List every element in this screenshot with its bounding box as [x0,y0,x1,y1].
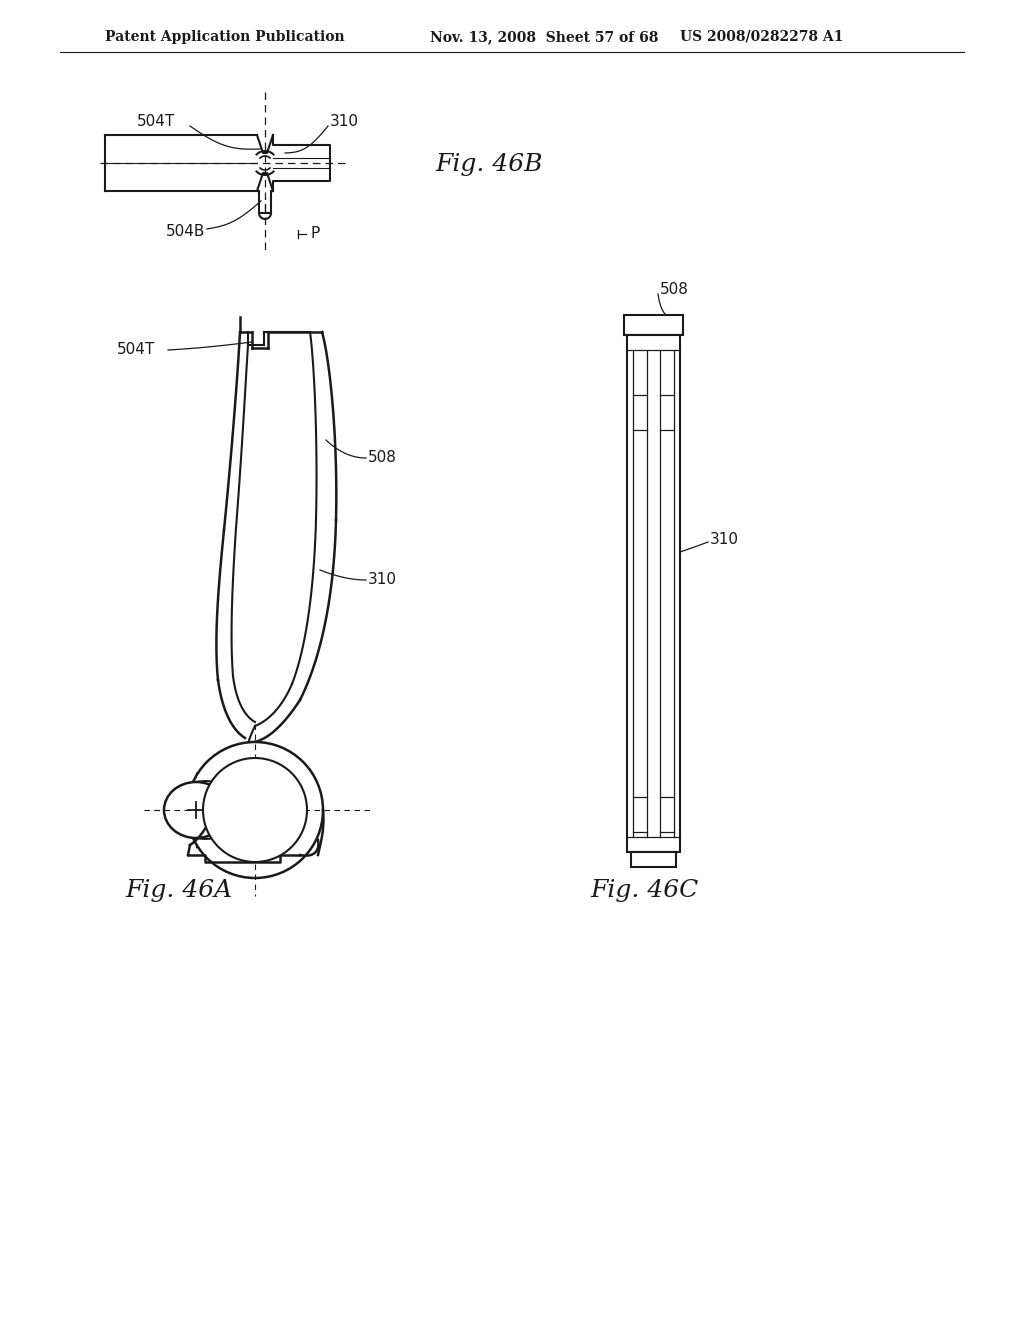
Circle shape [187,742,323,878]
Text: Nov. 13, 2008  Sheet 57 of 68: Nov. 13, 2008 Sheet 57 of 68 [430,30,658,44]
Text: 310: 310 [330,115,359,129]
Text: 508: 508 [660,282,689,297]
Text: 508: 508 [368,450,397,466]
Ellipse shape [164,781,228,838]
Bar [624,315,683,335]
Text: US 2008/0282278 A1: US 2008/0282278 A1 [680,30,844,44]
Text: 504T: 504T [137,115,175,129]
Text: Fig. 46A: Fig. 46A [125,879,232,902]
Text: 504T: 504T [117,342,155,358]
Text: Fig. 46C: Fig. 46C [590,879,698,902]
Text: 310: 310 [710,532,739,548]
Bar [631,851,676,867]
Text: 310: 310 [368,573,397,587]
Text: Fig. 46B: Fig. 46B [435,153,543,177]
Text: Patent Application Publication: Patent Application Publication [105,30,345,44]
Circle shape [203,758,307,862]
Text: 504B: 504B [166,224,205,239]
Text: P: P [310,227,319,242]
Bar [627,335,680,851]
